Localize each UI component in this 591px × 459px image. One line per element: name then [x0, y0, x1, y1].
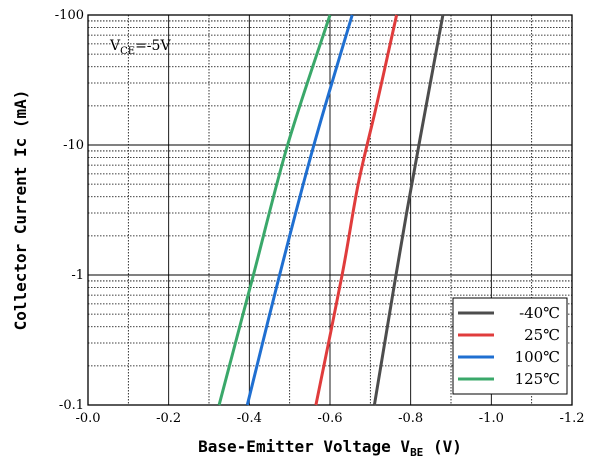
- y-tick-labels: -0.1 -1 -10 -100: [55, 8, 84, 413]
- legend: -40℃ 25℃ 100℃ 125℃: [452, 297, 568, 395]
- legend-label: 100℃: [515, 348, 560, 366]
- vce-annotation: VCE=-5V: [109, 38, 171, 57]
- x-tick-label: -1.2: [559, 411, 584, 426]
- x-tick-label: -1.0: [479, 411, 504, 426]
- x-axis-title: Base-Emitter Voltage VBE (V): [198, 437, 462, 459]
- legend-label: 125℃: [515, 370, 560, 388]
- y-axis-title: Collector Current Ic (mA): [11, 90, 30, 331]
- y-tick-label: -10: [63, 138, 84, 153]
- x-tick-label: -0.6: [317, 411, 342, 426]
- series-line: [314, 14, 399, 406]
- y-tick-label: -100: [55, 8, 84, 23]
- x-tick-label: -0.2: [156, 411, 181, 426]
- x-tick-labels: -0.0 -0.2 -0.4 -0.6 -0.8 -1.0 -1.2: [75, 411, 584, 426]
- y-tick-label: -1: [71, 268, 84, 283]
- x-tick-label: -0.4: [237, 411, 262, 426]
- x-tick-label: -0.0: [75, 411, 100, 426]
- series-line: [245, 14, 354, 406]
- legend-label: -40℃: [519, 304, 560, 322]
- x-tick-label: -0.8: [398, 411, 423, 426]
- y-tick-label: -0.1: [59, 398, 84, 413]
- series-line: [217, 14, 332, 406]
- series-line: [372, 14, 445, 406]
- series-layer: [217, 14, 445, 406]
- legend-label: 25℃: [524, 326, 560, 344]
